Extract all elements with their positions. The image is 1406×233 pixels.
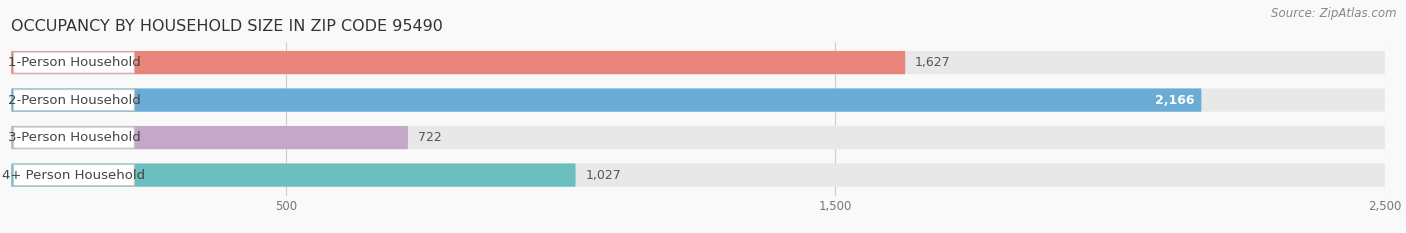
Text: 4+ Person Household: 4+ Person Household	[3, 169, 145, 182]
FancyBboxPatch shape	[11, 126, 408, 149]
FancyBboxPatch shape	[14, 127, 135, 148]
FancyBboxPatch shape	[11, 89, 1385, 112]
Text: 1,027: 1,027	[585, 169, 621, 182]
Text: 2,166: 2,166	[1156, 94, 1195, 106]
FancyBboxPatch shape	[11, 164, 575, 187]
Text: 1-Person Household: 1-Person Household	[7, 56, 141, 69]
Text: 2-Person Household: 2-Person Household	[7, 94, 141, 106]
FancyBboxPatch shape	[14, 164, 135, 186]
Text: 3-Person Household: 3-Person Household	[7, 131, 141, 144]
Text: Source: ZipAtlas.com: Source: ZipAtlas.com	[1271, 7, 1396, 20]
Text: 1,627: 1,627	[915, 56, 950, 69]
FancyBboxPatch shape	[11, 51, 905, 74]
FancyBboxPatch shape	[11, 126, 1385, 149]
FancyBboxPatch shape	[11, 164, 1385, 187]
FancyBboxPatch shape	[11, 89, 1201, 112]
FancyBboxPatch shape	[14, 89, 135, 111]
Text: OCCUPANCY BY HOUSEHOLD SIZE IN ZIP CODE 95490: OCCUPANCY BY HOUSEHOLD SIZE IN ZIP CODE …	[11, 19, 443, 34]
Text: 722: 722	[418, 131, 441, 144]
FancyBboxPatch shape	[11, 51, 1385, 74]
FancyBboxPatch shape	[14, 52, 135, 73]
